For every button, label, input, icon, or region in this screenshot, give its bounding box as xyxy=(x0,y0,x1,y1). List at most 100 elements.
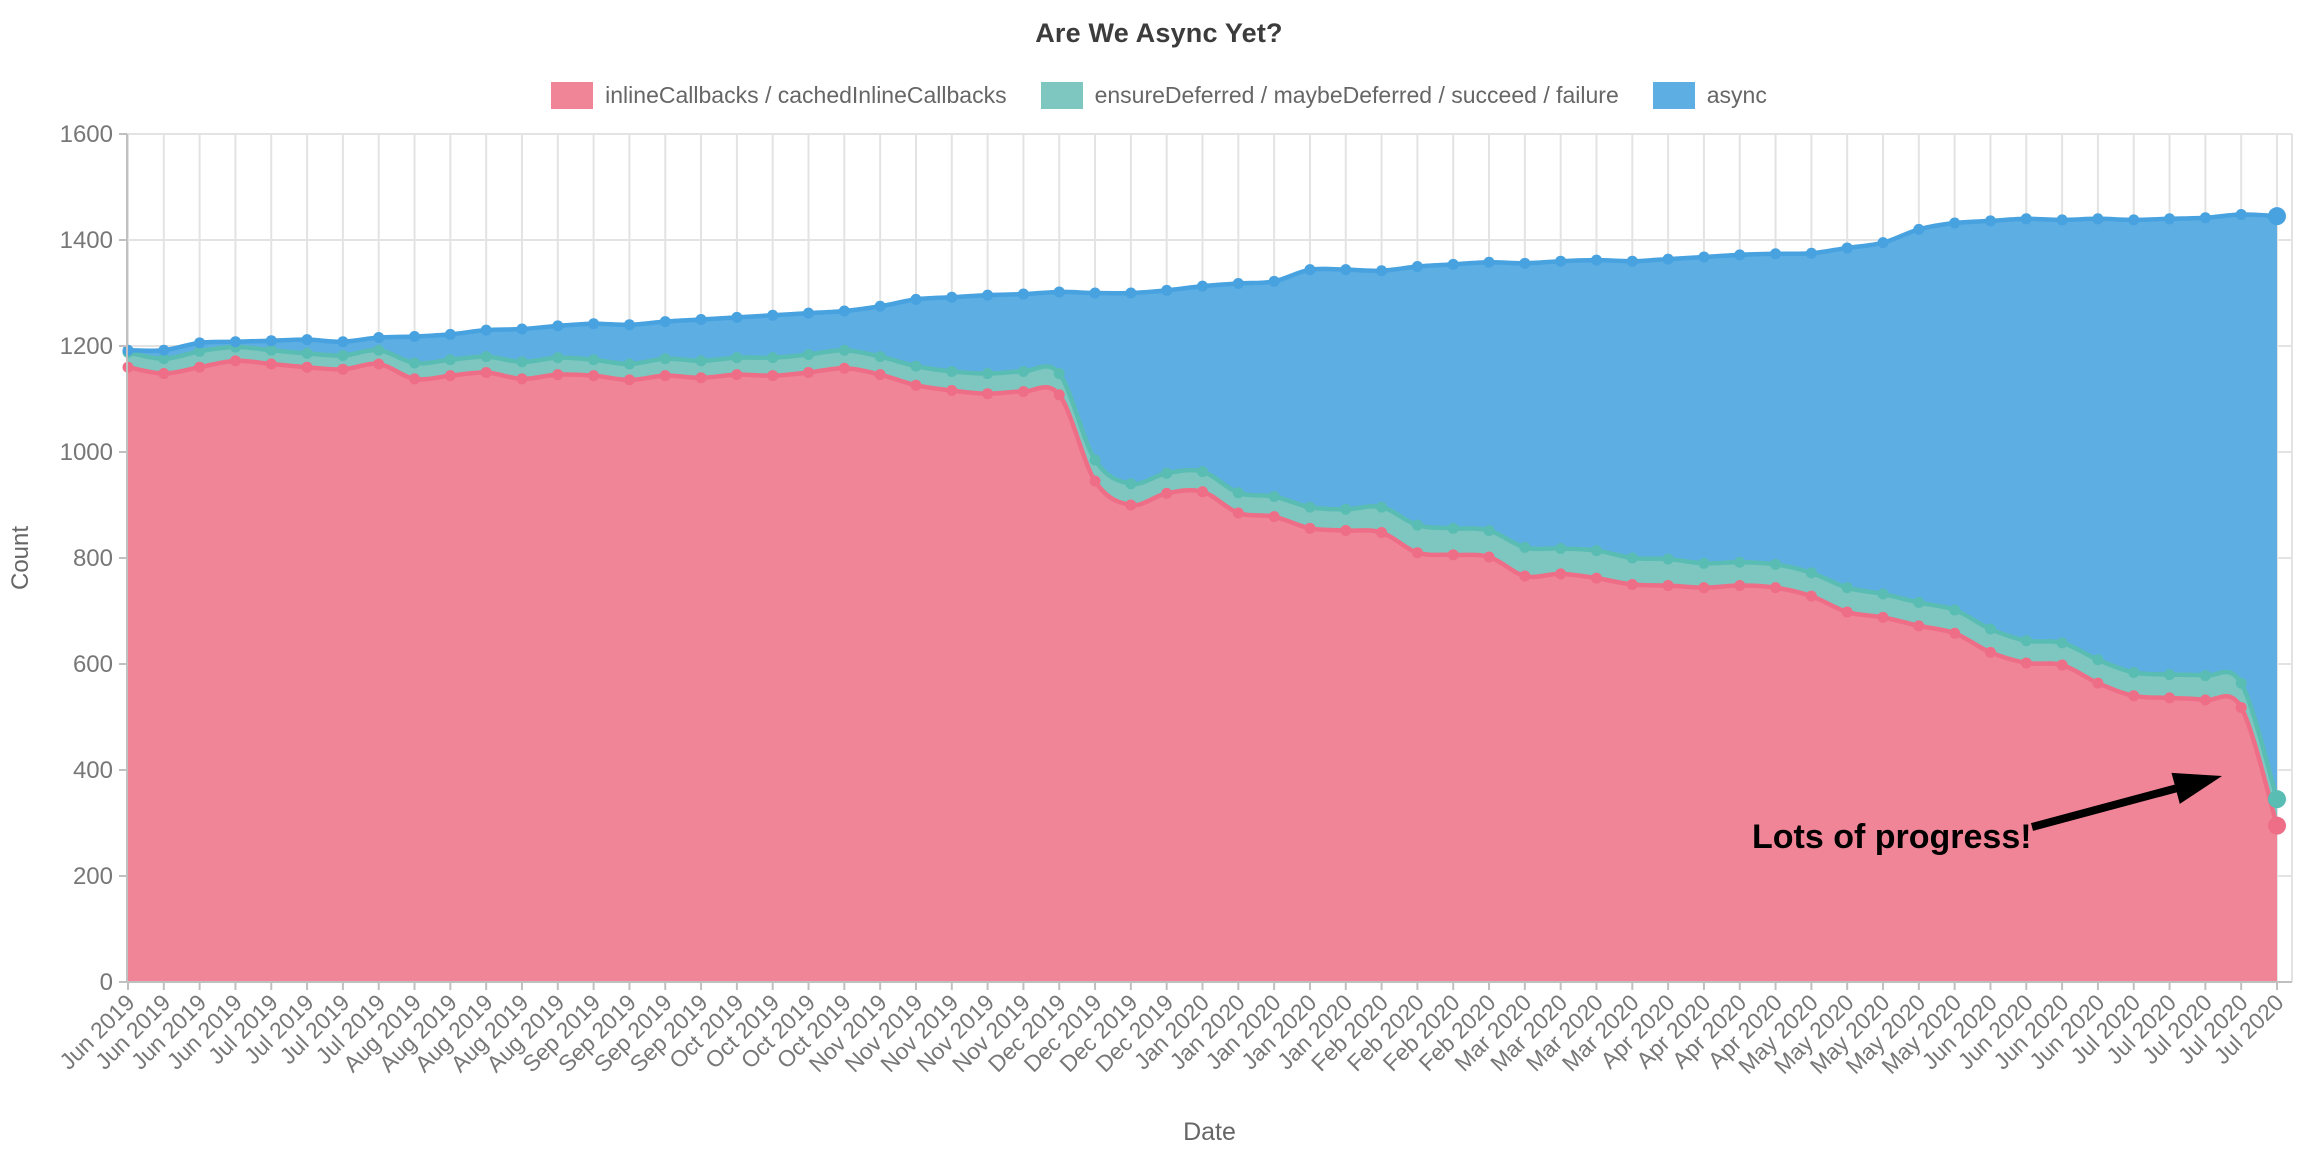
data-point xyxy=(1626,255,1638,267)
data-point xyxy=(1841,582,1853,594)
data-point xyxy=(337,350,349,362)
data-point xyxy=(1805,247,1817,259)
data-point xyxy=(1089,475,1101,487)
data-point xyxy=(1017,365,1029,377)
legend-label: async xyxy=(1706,82,1767,108)
data-point xyxy=(1770,248,1782,260)
data-point xyxy=(373,344,385,356)
data-point xyxy=(982,368,994,380)
data-point xyxy=(695,314,707,325)
data-point xyxy=(1770,582,1782,594)
data-point xyxy=(767,370,779,382)
data-point xyxy=(1519,570,1531,582)
data-point xyxy=(1662,253,1674,265)
data-point xyxy=(552,369,564,381)
data-point xyxy=(2164,213,2176,225)
legend-swatch-inlinecallbacks-icon xyxy=(551,82,594,109)
data-point xyxy=(803,307,815,319)
y-tick-label: 400 xyxy=(73,757,113,784)
data-point xyxy=(1555,255,1567,267)
data-point xyxy=(1161,487,1173,499)
data-point xyxy=(982,388,994,400)
data-point xyxy=(803,348,815,360)
data-point xyxy=(1268,275,1280,287)
data-point xyxy=(2092,677,2104,689)
y-axis-title: Count xyxy=(7,526,34,590)
legend-swatch-async-icon xyxy=(1652,82,1695,109)
y-axis-ticks: 0 200 400 600 800 1000 1200 1400 1600 xyxy=(60,121,127,996)
data-point xyxy=(2056,637,2068,649)
data-point xyxy=(1483,256,1495,268)
data-point xyxy=(1447,549,1459,561)
data-point xyxy=(1698,582,1710,594)
data-point xyxy=(552,352,564,364)
data-point xyxy=(2128,666,2140,678)
data-point xyxy=(1483,524,1495,536)
data-point xyxy=(1376,527,1388,539)
data-point xyxy=(1232,487,1244,499)
data-point xyxy=(158,353,170,365)
y-tick-label: 800 xyxy=(73,545,113,572)
data-point xyxy=(2020,635,2032,647)
data-point xyxy=(1053,286,1065,298)
data-point xyxy=(194,345,206,357)
data-point xyxy=(2056,214,2068,226)
data-point xyxy=(1340,503,1352,515)
data-point xyxy=(158,368,170,380)
legend-item-inlinecallbacks[interactable]: inlineCallbacks / cachedInlineCallbacks xyxy=(551,82,1007,109)
data-point xyxy=(1411,547,1423,559)
data-point xyxy=(659,316,671,328)
data-point xyxy=(2092,213,2104,225)
data-point xyxy=(623,319,635,331)
data-point xyxy=(2199,670,2211,682)
data-point xyxy=(1734,249,1746,261)
data-point xyxy=(731,352,743,364)
data-point xyxy=(874,369,886,381)
data-point xyxy=(767,309,779,321)
data-point xyxy=(838,344,850,356)
data-point xyxy=(337,336,349,348)
legend-item-async[interactable]: async xyxy=(1652,82,1767,109)
data-point xyxy=(480,351,492,363)
data-point xyxy=(2020,657,2032,669)
data-point xyxy=(2128,690,2140,702)
data-point xyxy=(1555,542,1567,554)
data-point xyxy=(1197,486,1208,498)
data-point xyxy=(1913,620,1925,632)
data-point xyxy=(2199,694,2211,706)
data-point xyxy=(1841,606,1853,618)
data-point xyxy=(229,336,241,348)
data-point xyxy=(588,354,600,366)
data-point xyxy=(1197,280,1208,292)
data-point xyxy=(194,361,206,373)
data-point xyxy=(1304,501,1316,513)
data-point xyxy=(588,318,600,330)
data-point xyxy=(1734,556,1746,568)
data-point xyxy=(1841,242,1853,254)
data-point xyxy=(2128,214,2140,226)
legend-item-ensuredeferred[interactable]: ensureDeferred / maybeDeferred / succeed… xyxy=(1040,82,1619,109)
data-point xyxy=(1590,572,1602,584)
data-point xyxy=(1268,511,1280,523)
series-line-inlinecallbacks xyxy=(122,355,2286,835)
data-point xyxy=(588,370,600,382)
data-point xyxy=(1376,501,1388,513)
data-point xyxy=(1949,604,1961,616)
data-point xyxy=(946,365,958,377)
data-point xyxy=(695,372,707,384)
series-line-ensuredeferred xyxy=(122,341,2286,809)
data-point xyxy=(874,300,886,312)
data-point xyxy=(1984,215,1996,227)
data-point xyxy=(265,335,277,347)
x-axis-title: Date xyxy=(1183,1118,1236,1146)
y-tick-label: 600 xyxy=(73,651,113,678)
y-tick-label: 1400 xyxy=(60,227,113,254)
y-tick-label: 200 xyxy=(73,863,113,890)
annotation-arrow-icon xyxy=(2030,772,2222,831)
data-point xyxy=(767,352,779,364)
data-point xyxy=(803,367,815,378)
data-point xyxy=(2268,816,2286,835)
data-point xyxy=(2199,212,2211,224)
data-point xyxy=(301,334,313,346)
